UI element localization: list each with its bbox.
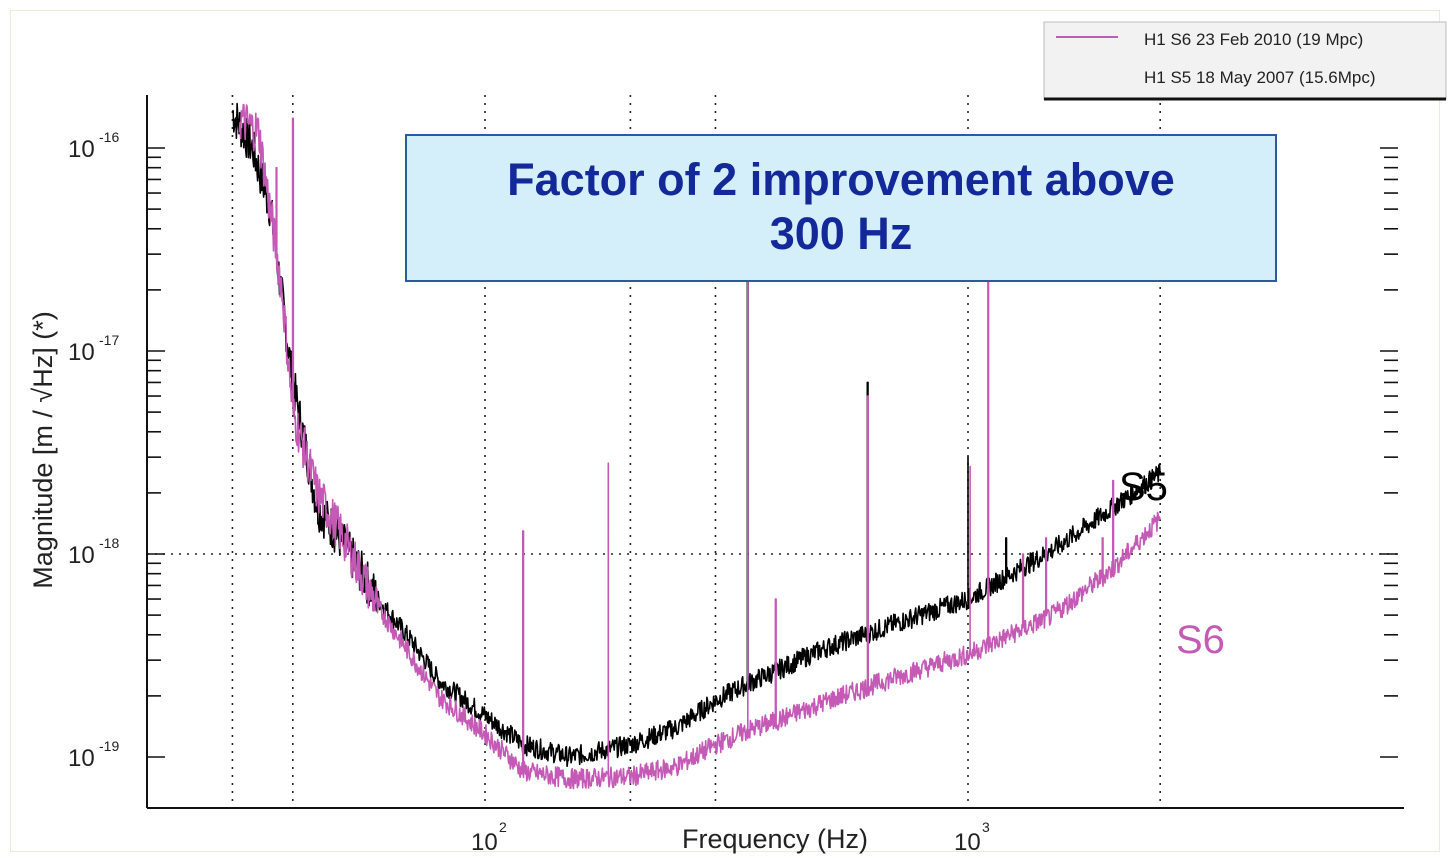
x-tick-exponent: 2 [499,819,507,835]
series-label-s5: S5 [1119,465,1168,509]
y-tick-label: 10 [68,745,95,772]
y-tick-exponent: -16 [99,129,119,145]
figure-frame [10,10,1440,852]
y-minor-ticks [147,147,1398,758]
legend-entry-s5: H1 S5 18 May 2007 (15.6Mpc) [1144,68,1376,87]
y-tick-exponent: -19 [99,738,119,754]
callout-line-1: Factor of 2 improvement above [507,154,1175,205]
legend-box [1043,21,1447,100]
legend: H1 S6 23 Feb 2010 (19 Mpc) H1 S5 18 May 2… [1043,21,1447,101]
series-label-s6: S6 [1176,618,1225,662]
y-tick-exponent: -17 [99,332,119,348]
y-tick-label: 10 [68,542,95,569]
y-tick-label: 10 [68,339,95,366]
x-tick-label: 10 [471,829,498,856]
x-tick-exponent: 3 [982,819,990,835]
x-tick-label: 10 [954,829,981,856]
series-s6-line [238,103,1161,790]
legend-entry-s6: H1 S6 23 Feb 2010 (19 Mpc) [1144,30,1363,49]
callout-line-2: 300 Hz [769,208,913,259]
y-tick-label: 10 [68,136,95,163]
y-tick-exponent: -18 [99,535,119,551]
series-lines [231,102,1161,790]
axes [146,95,1404,809]
x-axis-label: Frequency (Hz) [682,824,868,854]
series-s5-line [231,102,1161,768]
y-axis-label: Magnitude [m / √Hz] (*) [28,311,58,588]
improvement-callout: Factor of 2 improvement above 300 Hz [405,134,1277,282]
